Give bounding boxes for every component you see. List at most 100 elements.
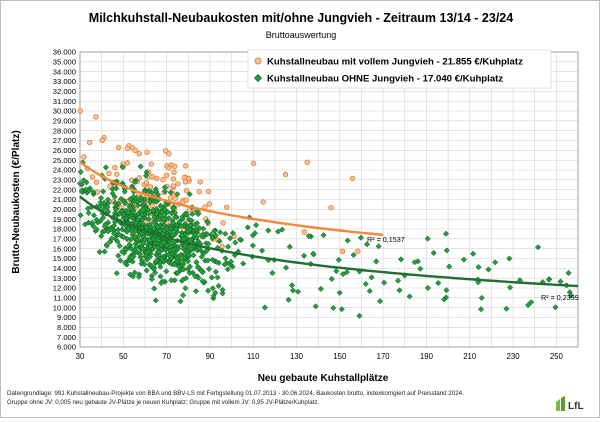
data-point-without-youngstock <box>259 247 266 254</box>
data-point-without-youngstock <box>198 232 205 239</box>
data-point-with-youngstock <box>328 204 334 211</box>
data-point-without-youngstock <box>96 248 103 256</box>
data-point-without-youngstock <box>103 242 110 249</box>
data-point-without-youngstock <box>146 187 153 195</box>
data-point-with-youngstock <box>220 220 226 226</box>
data-point-without-youngstock <box>135 273 142 280</box>
data-point-without-youngstock <box>212 268 219 275</box>
data-point-with-youngstock <box>163 172 170 178</box>
data-point-without-youngstock <box>328 275 335 282</box>
data-point-without-youngstock <box>305 232 312 240</box>
data-point-with-youngstock <box>166 165 172 171</box>
data-point-without-youngstock <box>363 241 371 248</box>
data-point-with-youngstock <box>301 229 307 235</box>
data-point-without-youngstock <box>373 258 380 265</box>
data-point-with-youngstock <box>349 175 356 182</box>
x-tick-label: 30 <box>76 352 85 361</box>
data-point-without-youngstock <box>133 195 140 202</box>
data-point-without-youngstock <box>101 199 108 206</box>
data-point-without-youngstock <box>123 215 130 222</box>
data-point-without-youngstock <box>119 163 126 170</box>
data-point-without-youngstock <box>565 269 572 277</box>
x-tick-label: 90 <box>206 352 215 361</box>
data-point-without-youngstock <box>485 266 492 273</box>
data-point-without-youngstock <box>335 256 342 263</box>
data-point-without-youngstock <box>312 303 319 310</box>
data-point-without-youngstock <box>153 210 160 217</box>
data-point-without-youngstock <box>211 228 218 235</box>
y-tick-label: 10.000 <box>53 303 76 312</box>
data-point-without-youngstock <box>320 232 327 239</box>
data-point-with-youngstock <box>224 204 230 210</box>
legend-green-label: Kuhstallneubau OHNE Jungvieh - 17.040 €/… <box>267 74 503 85</box>
data-point-without-youngstock <box>140 240 147 247</box>
data-point-without-youngstock <box>203 248 210 255</box>
data-point-with-youngstock <box>355 248 361 254</box>
data-point-without-youngstock <box>244 224 251 231</box>
data-point-without-youngstock <box>154 223 161 230</box>
data-point-without-youngstock <box>118 207 125 214</box>
data-point-without-youngstock <box>224 266 231 273</box>
data-point-without-youngstock <box>158 256 165 263</box>
data-point-without-youngstock <box>441 296 448 303</box>
y-tick-label: 31.000 <box>53 97 76 106</box>
data-point-without-youngstock <box>187 245 194 252</box>
data-point-without-youngstock <box>147 253 154 260</box>
data-point-with-youngstock <box>136 175 142 181</box>
data-point-with-youngstock <box>171 169 177 175</box>
data-point-without-youngstock <box>128 246 135 253</box>
data-point-without-youngstock <box>470 250 477 257</box>
y-tick-label: 19.000 <box>53 215 76 224</box>
data-point-without-youngstock <box>269 269 276 277</box>
data-point-without-youngstock <box>140 207 147 214</box>
data-point-with-youngstock <box>136 150 142 157</box>
logo-text: LfL <box>568 401 584 412</box>
data-point-with-youngstock <box>99 137 105 143</box>
chart-subtitle: Bruttoauswertung <box>266 30 337 40</box>
data-point-without-youngstock <box>85 210 92 217</box>
axes: 6.0007.0008.0009.00010.00011.00012.00013… <box>53 48 579 361</box>
data-point-without-youngstock <box>127 236 135 243</box>
data-point-without-youngstock <box>117 257 124 264</box>
data-point-without-youngstock <box>204 231 211 238</box>
trend-label-green: R² = 0,2399 <box>541 293 579 302</box>
data-point-without-youngstock <box>127 271 134 278</box>
y-tick-label: 21.000 <box>53 195 76 204</box>
data-point-without-youngstock <box>161 227 168 234</box>
data-point-without-youngstock <box>112 206 120 213</box>
data-point-without-youngstock <box>137 251 144 258</box>
data-point-without-youngstock <box>182 285 189 292</box>
data-point-without-youngstock <box>171 209 179 216</box>
data-point-without-youngstock <box>397 256 405 263</box>
data-point-without-youngstock <box>492 259 499 266</box>
data-point-without-youngstock <box>114 238 121 245</box>
data-point-without-youngstock <box>186 191 193 198</box>
x-tick-label: 170 <box>377 352 391 361</box>
data-point-without-youngstock <box>330 304 337 311</box>
data-point-with-youngstock <box>77 108 83 114</box>
y-tick-label: 14.000 <box>53 264 76 273</box>
data-point-without-youngstock <box>193 208 201 215</box>
data-point-without-youngstock <box>128 254 136 261</box>
data-point-with-youngstock <box>206 201 213 207</box>
data-point-without-youngstock <box>552 304 559 311</box>
x-tick-label: 110 <box>247 352 260 361</box>
data-point-without-youngstock <box>116 242 123 249</box>
data-point-without-youngstock <box>102 164 109 171</box>
data-point-without-youngstock <box>193 259 200 266</box>
data-point-without-youngstock <box>142 172 150 179</box>
data-point-without-youngstock <box>227 258 235 265</box>
data-point-without-youngstock <box>185 258 192 265</box>
data-point-without-youngstock <box>114 226 122 233</box>
data-point-without-youngstock <box>141 261 148 268</box>
data-point-without-youngstock <box>165 251 172 258</box>
data-point-without-youngstock <box>300 252 308 259</box>
data-point-without-youngstock <box>222 230 229 237</box>
data-point-without-youngstock <box>417 265 424 272</box>
data-point-without-youngstock <box>192 273 199 280</box>
data-point-without-youngstock <box>289 287 297 294</box>
data-point-without-youngstock <box>212 232 219 239</box>
data-point-without-youngstock <box>503 305 510 312</box>
logo-leaf-icon <box>556 396 565 411</box>
data-point-with-youngstock <box>183 187 190 194</box>
